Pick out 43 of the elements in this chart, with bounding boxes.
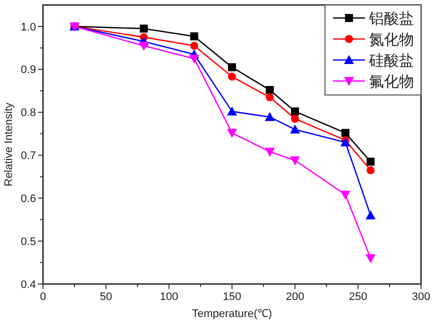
point xyxy=(366,210,376,220)
point xyxy=(227,106,237,116)
point xyxy=(190,32,198,40)
x-tick-label: 200 xyxy=(286,291,304,303)
y-tick-label: 0.6 xyxy=(20,193,36,206)
legend-label: 硅酸盐 xyxy=(368,51,414,70)
legend-label: 氟化物 xyxy=(369,72,414,90)
point xyxy=(290,124,300,134)
legend-label: 氮化物 xyxy=(369,30,414,48)
point xyxy=(366,254,376,264)
point xyxy=(190,42,198,50)
point xyxy=(264,112,275,122)
point xyxy=(290,156,300,166)
point xyxy=(266,93,274,102)
y-tick-label: 0.4 xyxy=(20,278,36,291)
point xyxy=(366,166,375,174)
y-tick-label: 0.7 xyxy=(20,150,36,162)
legend-label: 铝酸盐 xyxy=(368,9,414,28)
point xyxy=(227,128,237,138)
point xyxy=(340,190,350,200)
point xyxy=(266,86,274,94)
y-tick-label: 0.8 xyxy=(20,107,36,120)
y-tick-label: 1.0 xyxy=(20,21,36,34)
point xyxy=(264,148,275,157)
y-axis-title: Relative Intensity xyxy=(3,102,15,186)
point xyxy=(366,158,375,166)
y-tick-label: 0.9 xyxy=(20,64,36,76)
point xyxy=(291,114,299,123)
x-axis-title: Temperature(℃) xyxy=(192,308,272,320)
point xyxy=(138,42,149,51)
point xyxy=(140,24,148,33)
y-tick-label: 0.5 xyxy=(20,236,36,248)
x-tick-label: 250 xyxy=(348,291,368,303)
point xyxy=(228,63,236,72)
point xyxy=(189,54,200,64)
x-tick-label: 50 xyxy=(100,291,112,303)
x-tick-label: 150 xyxy=(222,291,242,303)
point xyxy=(228,72,236,81)
point xyxy=(291,107,299,116)
x-tick-label: 300 xyxy=(412,291,430,303)
point xyxy=(341,128,350,137)
x-tick-label: 100 xyxy=(160,291,178,303)
x-tick-label: 0 xyxy=(40,291,46,303)
